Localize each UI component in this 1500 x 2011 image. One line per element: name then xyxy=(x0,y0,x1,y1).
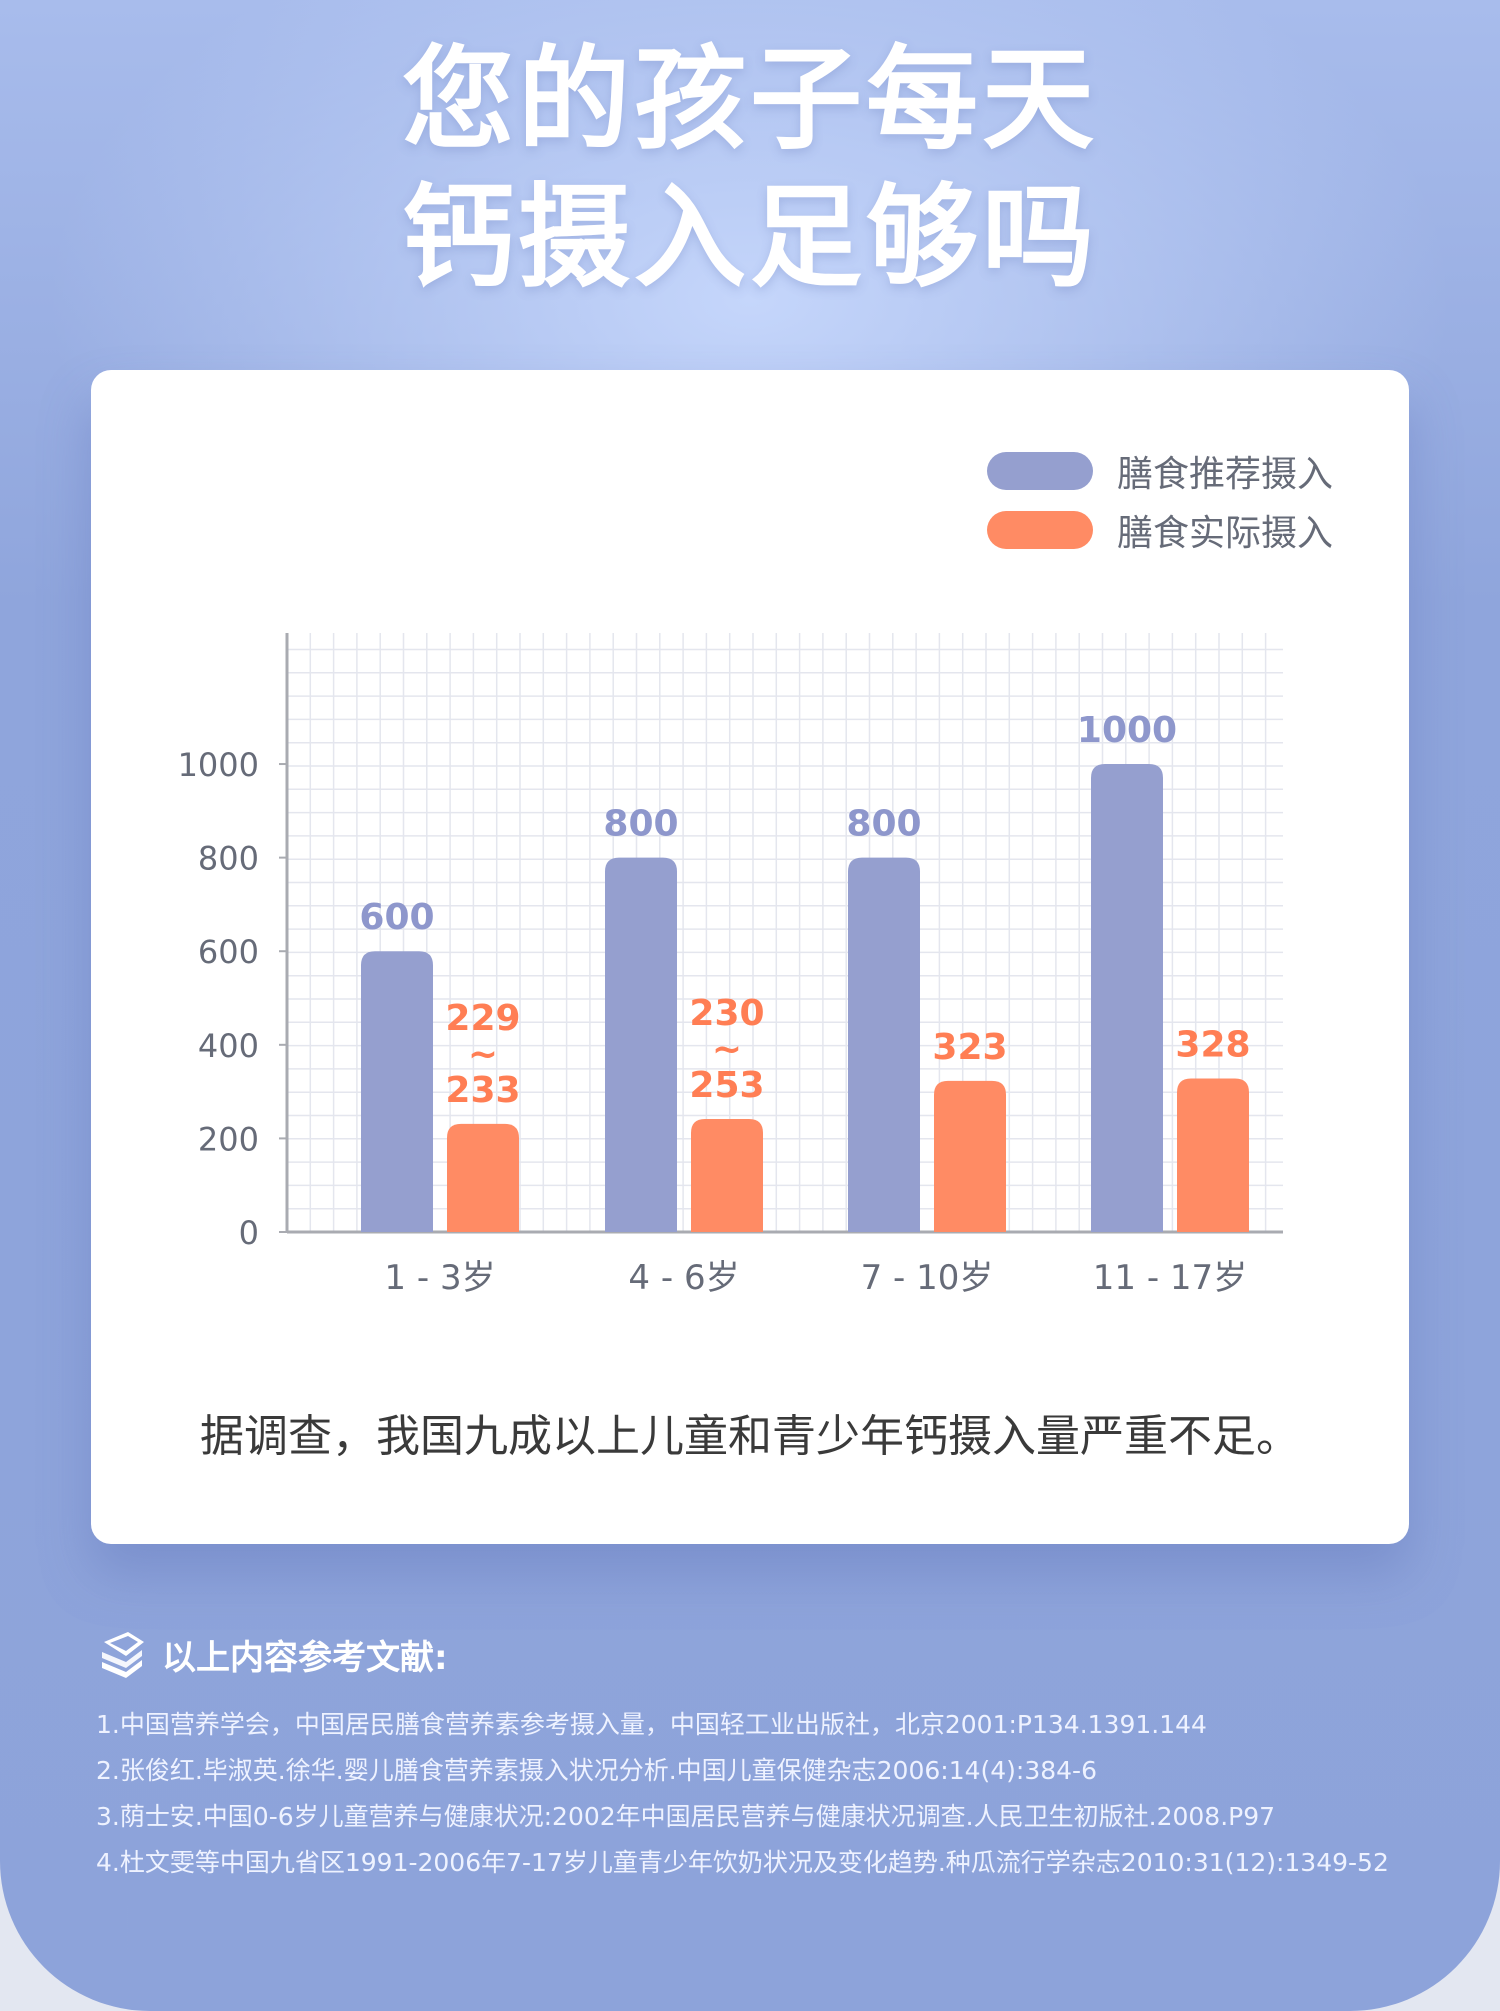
page-title-line-2: 钙摄入足够吗 xyxy=(402,173,1098,303)
book-stack-icon xyxy=(102,1632,144,1678)
x-tick-label: 7 - 10岁 xyxy=(861,1258,994,1298)
page-title-line-1: 您的孩子每天 xyxy=(402,35,1098,165)
bar-actual xyxy=(447,1123,519,1232)
reference-item: 1.中国营养学会，中国居民膳食营养素参考摄入量，中国轻工业出版社，北京2001:… xyxy=(96,1710,1207,1739)
data-label-actual: 253 xyxy=(689,1065,764,1106)
bar-recommended xyxy=(848,857,920,1232)
data-label-actual: 233 xyxy=(445,1070,520,1111)
reference-list: 1.中国营养学会，中国居民膳食营养素参考摄入量，中国轻工业出版社，北京2001:… xyxy=(96,1702,1476,1886)
data-label-actual: ~ xyxy=(712,1029,742,1070)
y-tick-label: 600 xyxy=(198,933,259,971)
data-label-recommended: 800 xyxy=(603,804,678,845)
y-tick-label: 0 xyxy=(239,1214,259,1252)
legend-swatch-actual xyxy=(987,511,1093,549)
legend-label-recommended: 膳食推荐摄入 xyxy=(1117,454,1334,495)
references-heading-text: 以上内容参考文献: xyxy=(162,1637,448,1678)
y-tick-label: 200 xyxy=(198,1120,259,1158)
data-label-actual: 323 xyxy=(932,1027,1007,1068)
x-tick-label: 11 - 17岁 xyxy=(1093,1258,1247,1298)
data-label-actual: ~ xyxy=(468,1034,498,1075)
x-tick-label: 1 - 3岁 xyxy=(384,1258,495,1298)
bar-recommended xyxy=(361,951,433,1232)
data-label-recommended: 800 xyxy=(846,804,921,845)
legend-swatch-recommended xyxy=(987,452,1093,490)
y-tick-label: 1000 xyxy=(178,746,259,784)
bar-recommended xyxy=(1091,764,1163,1232)
x-tick-label: 4 - 6岁 xyxy=(628,1258,739,1298)
legend-item-actual: 膳食实际摄入 xyxy=(987,504,1333,556)
y-tick-label: 400 xyxy=(198,1027,259,1065)
data-label-actual: 328 xyxy=(1175,1025,1250,1066)
data-label-recommended: 600 xyxy=(359,897,434,938)
data-label-actual: 229 xyxy=(445,998,520,1039)
legend-label-actual: 膳食实际摄入 xyxy=(1117,513,1334,554)
bar-actual xyxy=(691,1118,763,1232)
data-label-recommended: 1000 xyxy=(1077,710,1177,751)
reference-item: 3.荫士安.中国0-6岁儿童营养与健康状况:2002年中国居民营养与健康状况调查… xyxy=(96,1802,1276,1831)
data-label-actual: 230 xyxy=(689,993,764,1034)
reference-item: 4.杜文雯等中国九省区1991-2006年7-17岁儿童青少年饮奶状况及变化趋势… xyxy=(96,1848,1389,1877)
bar-recommended xyxy=(605,857,677,1232)
references-heading: 以上内容参考文献: xyxy=(96,1628,448,1680)
reference-item: 2.张俊红.毕淑英.徐华.婴儿膳食营养素摄入状况分析.中国儿童保健杂志2006:… xyxy=(96,1756,1097,1785)
survey-note: 据调查，我国九成以上儿童和青少年钙摄入量严重不足。 xyxy=(200,1411,1300,1462)
bar-actual xyxy=(934,1080,1006,1232)
chart-card: 0 200 400 600 800 1000 600 229 ~233 1 - 3岁 800 230 ~… xyxy=(91,370,1409,1544)
legend-item-recommended: 膳食推荐摄入 xyxy=(987,445,1333,497)
y-tick-label: 800 xyxy=(198,840,259,878)
bar-actual xyxy=(1177,1078,1249,1232)
